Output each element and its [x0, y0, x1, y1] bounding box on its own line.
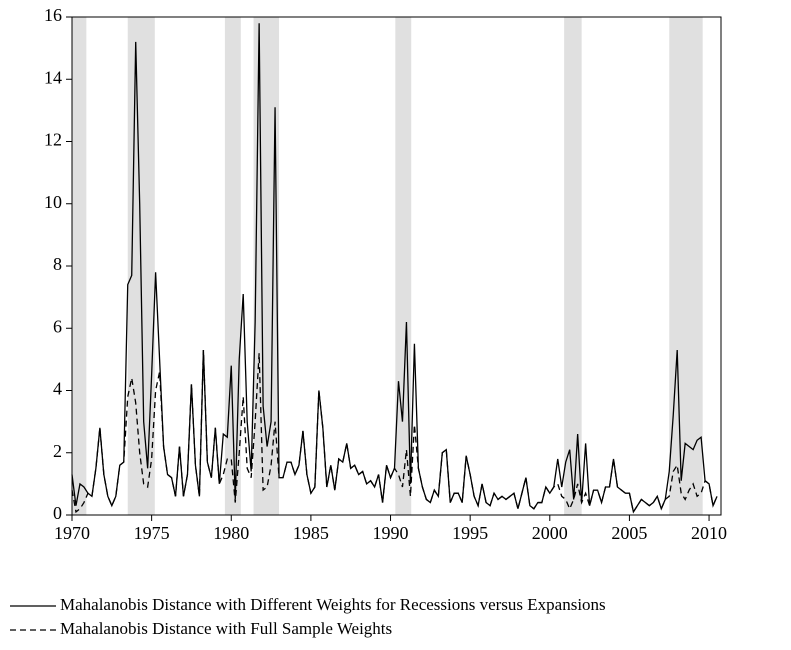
- x-tick-label: 1985: [293, 523, 329, 543]
- y-tick-label: 10: [44, 192, 62, 212]
- y-tick-label: 2: [53, 441, 62, 461]
- legend-label: Mahalanobis Distance with Full Sample We…: [60, 619, 392, 638]
- y-tick-label: 8: [53, 254, 62, 274]
- y-tick-label: 12: [44, 130, 62, 150]
- recession-band: [564, 17, 582, 515]
- y-tick-label: 16: [44, 5, 62, 25]
- x-tick-label: 1975: [134, 523, 170, 543]
- recession-band: [669, 17, 703, 515]
- y-tick-label: 14: [44, 67, 62, 87]
- plot-frame: [71, 16, 722, 516]
- y-tick-label: 6: [53, 316, 62, 336]
- x-tick-label: 2010: [691, 523, 727, 543]
- recession-band: [72, 17, 87, 515]
- x-tick-label: 2005: [611, 523, 647, 543]
- x-tick-label: 1990: [373, 523, 409, 543]
- x-tick-label: 2000: [532, 523, 568, 543]
- legend-label: Mahalanobis Distance with Different Weig…: [60, 595, 606, 614]
- series-line: [71, 350, 718, 514]
- y-tick-label: 0: [53, 503, 62, 523]
- x-tick-label: 1970: [54, 523, 90, 543]
- recession-band: [224, 17, 241, 515]
- x-tick-label: 1980: [213, 523, 249, 543]
- series-line: [71, 23, 718, 514]
- y-tick-label: 4: [53, 379, 62, 399]
- x-tick-label: 1995: [452, 523, 488, 543]
